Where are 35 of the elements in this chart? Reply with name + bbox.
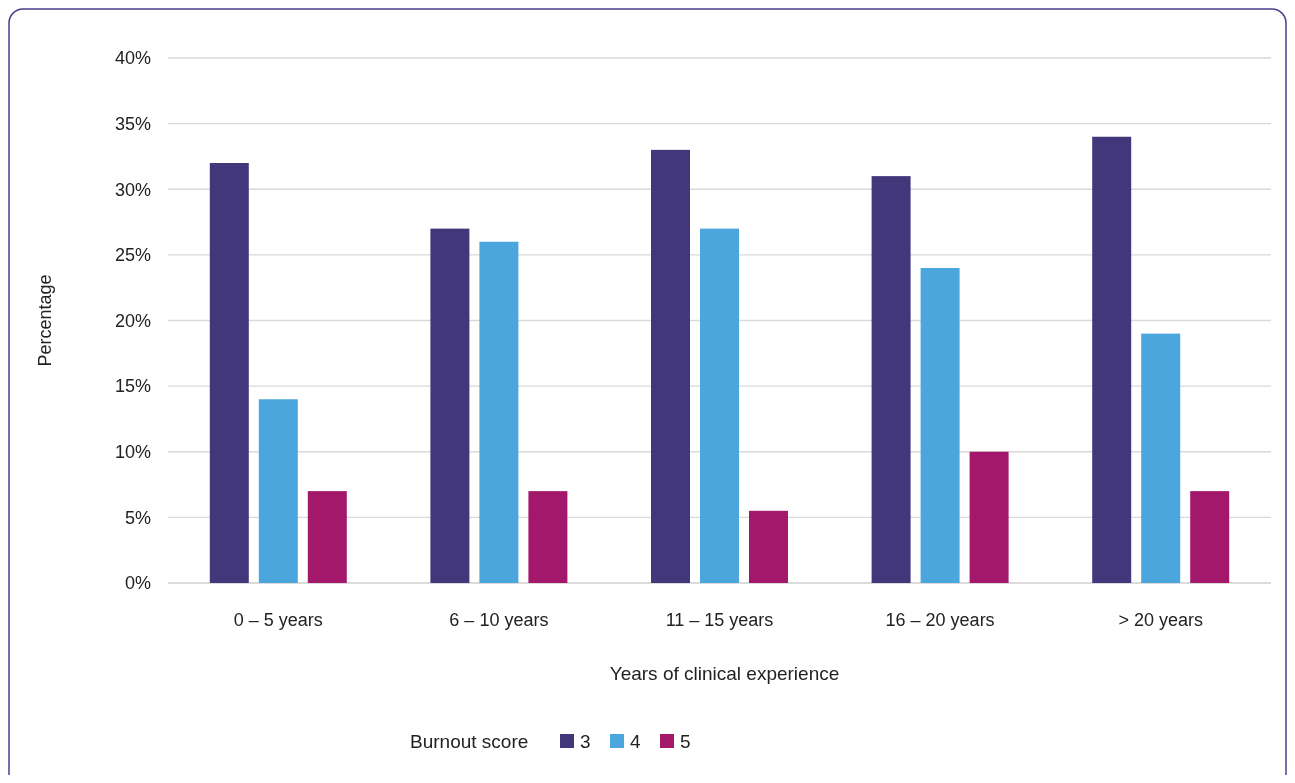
bar [1092,136,1132,583]
y-tick-label: 20% [114,310,151,331]
bar [1190,491,1230,583]
y-tick-label: 35% [114,113,151,134]
bar [700,228,739,583]
y-tick-label: 0% [124,573,151,594]
legend-label: 5 [680,730,691,752]
x-axis-title: Years of clinical experience [609,663,840,684]
y-tick-label: 30% [114,179,151,200]
legend-title: Burnout score [410,730,529,752]
y-tick-label: 15% [114,376,151,397]
bar [528,491,568,583]
bar [209,163,249,583]
x-tick-label: 16 – 20 years [885,610,995,630]
legend-label: 4 [630,730,641,752]
bar [1141,333,1181,583]
y-tick-label: 40% [114,48,151,69]
y-tick-label: 25% [114,245,151,266]
x-tick-label: > 20 years [1118,610,1203,630]
bar [749,510,788,583]
y-tick-label: 10% [114,442,151,463]
y-axis-title: Percentage [35,274,55,367]
bar [258,399,298,583]
bar [920,268,960,583]
y-tick-label: 5% [124,507,151,528]
bar [871,176,911,583]
x-tick-label: 0 – 5 years [233,610,323,630]
x-tick-label: 6 – 10 years [449,610,549,630]
bar [430,228,470,583]
bar [969,451,1009,583]
x-tick-label: 11 – 15 years [665,610,774,630]
bar [307,491,347,583]
legend-label: 3 [580,730,591,752]
bar [651,149,690,583]
bar [479,241,519,583]
